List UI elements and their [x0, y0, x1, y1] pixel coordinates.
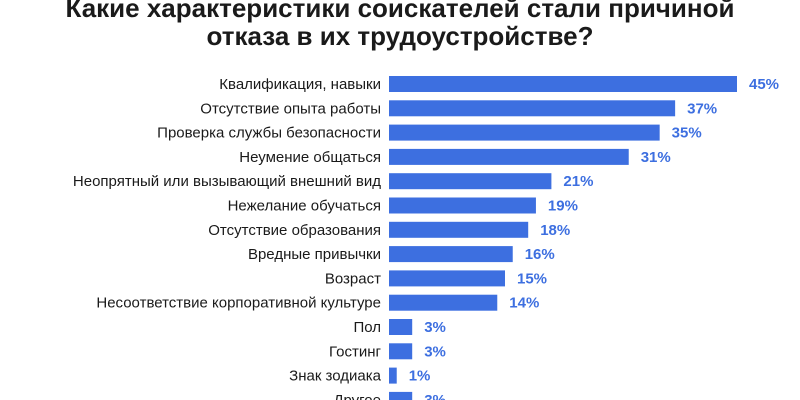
chart-title-line-2: отказа в их трудоустройстве?: [206, 21, 594, 51]
chart-title-line-1: Какие характеристики соискателей стали п…: [65, 0, 735, 23]
bar: [389, 343, 413, 360]
value-label: 1%: [409, 368, 431, 385]
category-label: Пол: [353, 319, 381, 336]
category-label: Неопрятный или вызывающий внешний вид: [73, 173, 381, 190]
bar: [389, 367, 397, 384]
category-label: Гостинг: [329, 343, 381, 360]
bar: [389, 246, 513, 263]
bar: [389, 294, 498, 311]
bar: [389, 197, 536, 214]
category-label: Другое: [333, 392, 381, 400]
bar: [389, 124, 660, 141]
value-label: 18%: [540, 222, 570, 239]
bar: [389, 173, 552, 190]
value-label: 3%: [424, 343, 446, 360]
category-label: Возраст: [325, 270, 381, 287]
value-label: 21%: [563, 173, 593, 190]
value-label: 37%: [687, 100, 717, 117]
category-label: Неумение общаться: [239, 149, 381, 166]
category-label: Квалификация, навыки: [219, 76, 381, 93]
value-label: 31%: [641, 149, 671, 166]
bar: [389, 221, 529, 238]
bar: [389, 100, 676, 117]
category-label: Несоответствие корпоративной культуре: [96, 295, 381, 312]
bar: [389, 391, 413, 400]
bar: [389, 148, 629, 165]
category-label: Отсутствие опыта работы: [200, 100, 381, 117]
bar: [389, 76, 737, 92]
value-label: 15%: [517, 270, 547, 287]
value-label: 16%: [525, 246, 555, 263]
value-label: 19%: [548, 198, 578, 215]
value-label: 3%: [424, 392, 446, 400]
bars-group: Квалификация, навыки 45% Отсутствие опыта …: [73, 76, 779, 400]
chart-title: Какие характеристики соискателей стали п…: [0, 0, 800, 50]
value-label: 3%: [424, 319, 446, 336]
category-label: Вредные привычки: [248, 246, 381, 263]
value-label: 14%: [509, 295, 539, 312]
category-label: Проверка службы безопасности: [157, 125, 381, 142]
bar: [389, 270, 505, 287]
value-label: 45%: [749, 76, 779, 93]
bar: [389, 319, 413, 335]
category-label: Знак зодиака: [289, 368, 382, 385]
category-label: Отсутствие образования: [208, 222, 381, 239]
category-label: Нежелание обучаться: [228, 198, 381, 215]
value-label: 35%: [672, 125, 702, 142]
